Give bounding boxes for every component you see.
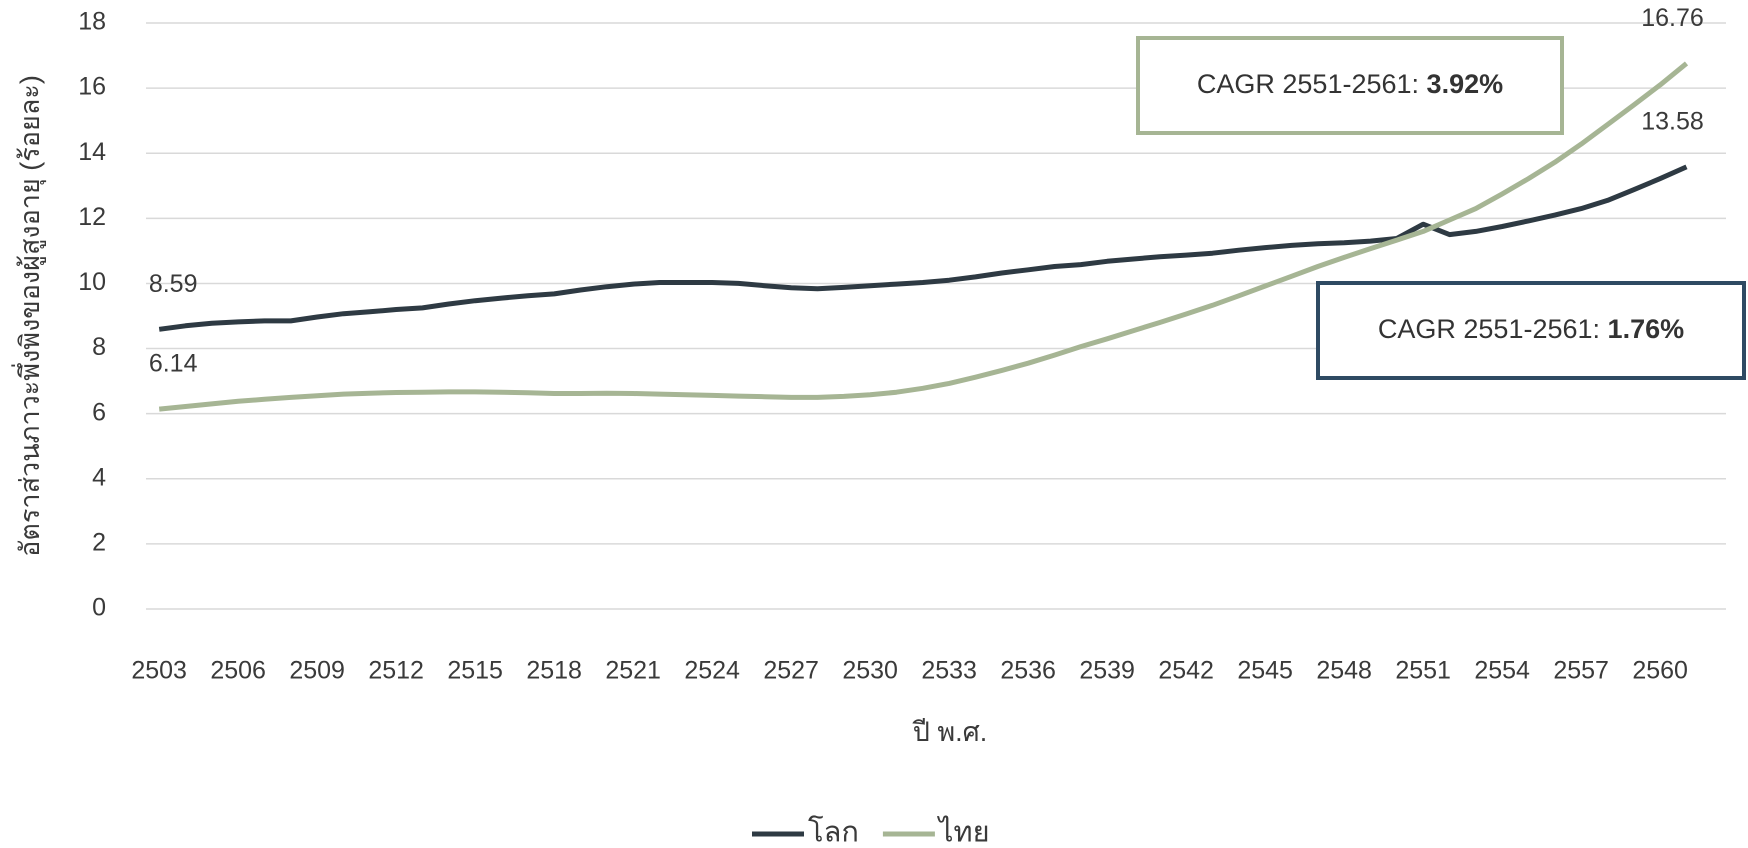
annotation: CAGR 2551-2561: 3.92% — [1197, 69, 1503, 99]
x-tick-label: 2539 — [1079, 657, 1135, 685]
x-tick-label: 2545 — [1237, 657, 1293, 685]
x-tick-label: 2506 — [210, 657, 266, 685]
annotation-box — [1136, 36, 1564, 135]
annotation: CAGR 2551-2561: 1.76% — [1378, 314, 1684, 344]
series-line — [158, 61, 1689, 412]
data-label: 13.58 — [1641, 108, 1704, 136]
annotation-value: 3.92% — [1427, 69, 1504, 99]
annotation-text: CAGR 2551-2561: — [1197, 69, 1419, 99]
x-tick-label: 2530 — [842, 657, 898, 685]
y-tick-label: 8 — [92, 333, 106, 361]
x-tick-label: 2533 — [921, 657, 977, 685]
x-tick-label: 2548 — [1316, 657, 1372, 685]
x-tick-label: 2542 — [1158, 657, 1214, 685]
x-axis-title: ปี พ.ศ. — [912, 717, 987, 747]
annotation-box — [1316, 281, 1746, 380]
annotation-text: CAGR 2551-2561: — [1378, 314, 1600, 344]
annotation-value: 1.76% — [1608, 314, 1685, 344]
y-tick-label: 4 — [92, 463, 106, 491]
x-tick-label: 2551 — [1395, 657, 1451, 685]
y-axis-title: อัตราส่วนภาวะพึ่งพิงของผู้สูงอายุ (ร้อยล… — [11, 75, 47, 557]
x-tick-label: 2503 — [131, 657, 187, 685]
x-tick-label: 2554 — [1474, 657, 1530, 685]
y-tick-label: 14 — [78, 138, 106, 166]
legend-label: โลก — [808, 815, 859, 848]
legend-label: ไทย — [937, 815, 990, 848]
data-label: 6.14 — [149, 350, 198, 378]
x-tick-label: 2518 — [526, 657, 582, 685]
x-tick-label: 2527 — [763, 657, 819, 685]
data-label: 16.76 — [1641, 4, 1704, 32]
x-tick-label: 2557 — [1553, 657, 1609, 685]
y-tick-label: 2 — [92, 528, 106, 556]
y-tick-label: 16 — [78, 73, 106, 101]
plot-area: 0 2 4 6 8 10 12 14 16 18 2503 2506 2509 2512 2515 2518 2… — [78, 4, 1726, 685]
x-tick-label: 2512 — [368, 657, 424, 685]
x-tick-label: 2524 — [684, 657, 740, 685]
x-tick-label: 2560 — [1632, 657, 1688, 685]
x-tick-label: 2521 — [605, 657, 661, 685]
x-tick-label: 2509 — [289, 657, 345, 685]
y-tick-label: 6 — [92, 398, 106, 426]
y-tick-label: 0 — [92, 594, 106, 622]
x-tick-label: 2515 — [447, 657, 503, 685]
y-tick-label: 12 — [78, 203, 106, 231]
y-tick-label: 10 — [78, 268, 106, 296]
x-tick-label: 2536 — [1000, 657, 1056, 685]
data-label: 8.59 — [149, 270, 198, 298]
y-tick-label: 18 — [78, 8, 106, 36]
